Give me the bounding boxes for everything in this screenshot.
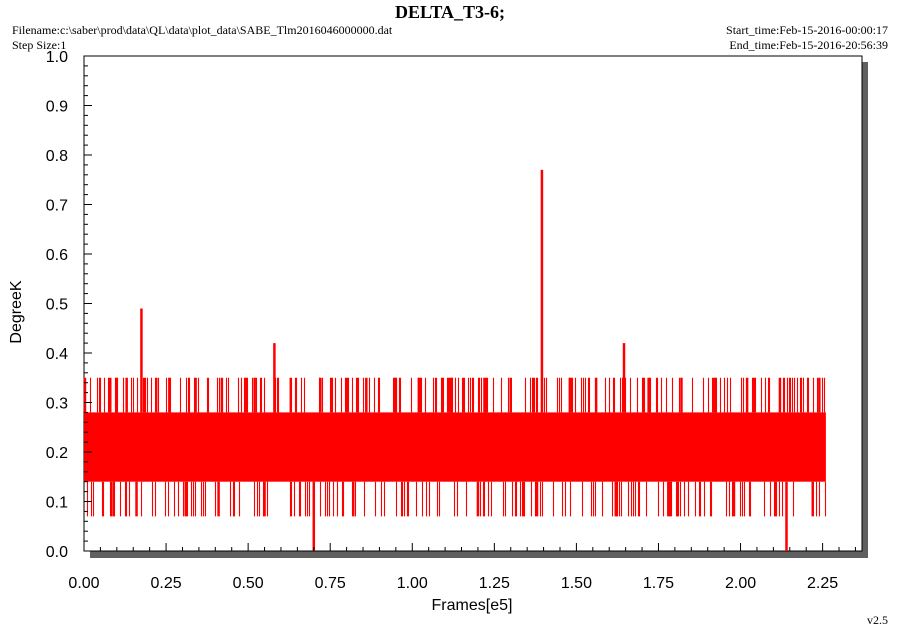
axis-layer: 0.0 0.1 0.2 0.3 0.4 0.5 0.6 0.7 0.8 0.9 1.0 0.00 0.2… xyxy=(46,49,856,592)
y-tick-label: 0.3 xyxy=(46,396,68,413)
step-size-label: Step Size:1 xyxy=(12,38,67,52)
y-tick-label: 0.2 xyxy=(46,445,68,462)
y-tick-label: 0.0 xyxy=(46,544,68,561)
y-tick-label: 0.5 xyxy=(46,297,68,314)
chart-title: DELTA_T3-6; xyxy=(394,2,506,22)
x-tick-label: 2.00 xyxy=(725,575,756,592)
x-tick-label: 0.50 xyxy=(233,575,264,592)
x-tick-label: 1.75 xyxy=(643,575,674,592)
end-time-label: End_time:Feb-15-2016-20:56:39 xyxy=(729,38,888,52)
x-tick-label: 1.50 xyxy=(561,575,592,592)
start-time-label: Start_time:Feb-15-2016-00:00:17 xyxy=(726,23,888,37)
y-tick-label: 0.9 xyxy=(46,99,68,116)
x-axis-label: Frames[e5] xyxy=(432,597,513,614)
version-label: v2.5 xyxy=(867,613,888,627)
x-tick-label: 0.75 xyxy=(315,575,346,592)
x-tick-label: 1.25 xyxy=(479,575,510,592)
x-tick-label: 2.25 xyxy=(807,575,838,592)
series-band xyxy=(84,412,826,482)
x-tick-label: 1.00 xyxy=(397,575,428,592)
series-excursions xyxy=(86,377,827,517)
y-axis-label: DegreeK xyxy=(8,280,25,343)
y-tick-label: 0.8 xyxy=(46,148,68,165)
y-tick-label: 0.1 xyxy=(46,495,68,512)
x-tick-label: 0.00 xyxy=(68,575,99,592)
y-tick-label: 0.7 xyxy=(46,198,68,215)
y-tick-label: 0.4 xyxy=(46,346,68,363)
x-tick-label: 0.25 xyxy=(150,575,181,592)
series-layer xyxy=(83,169,827,551)
y-tick-label: 0.6 xyxy=(46,247,68,264)
y-tick-label: 1.0 xyxy=(46,49,68,66)
filename-label: Filename:c:\saber\prod\data\QL\data\plot… xyxy=(12,23,393,37)
